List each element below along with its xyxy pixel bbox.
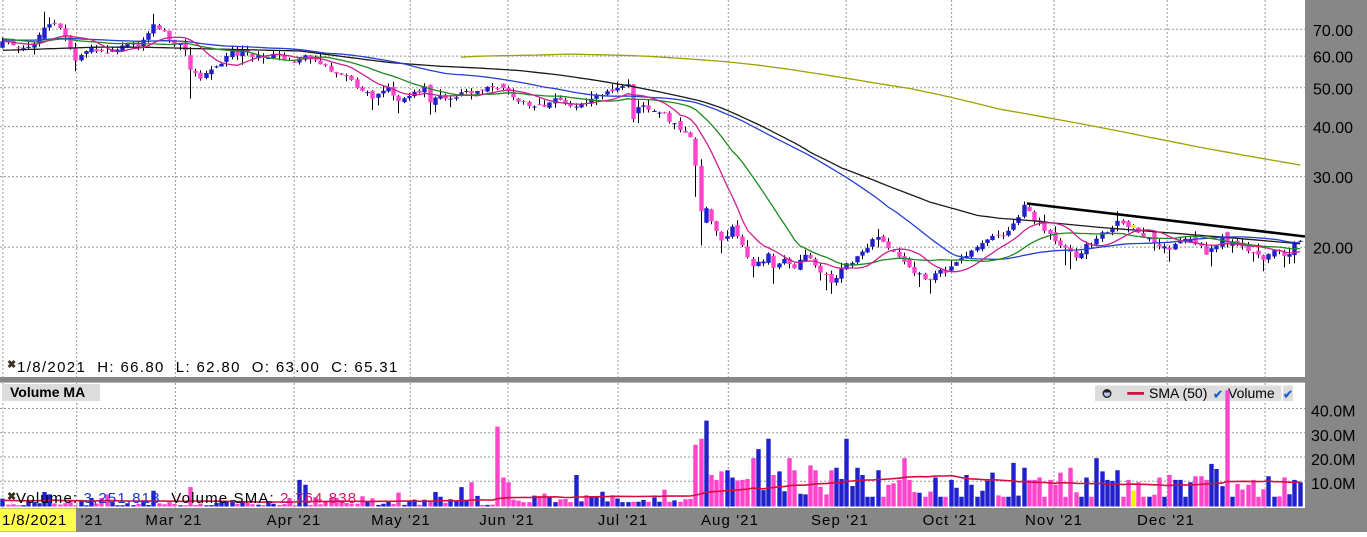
svg-text:Apr '21: Apr '21 [267, 512, 322, 529]
svg-text:20.0M: 20.0M [1311, 452, 1355, 469]
svg-text:60.00: 60.00 [1313, 50, 1353, 67]
svg-text:May '21: May '21 [371, 512, 431, 529]
svg-text:1/8/2021: 1/8/2021 [2, 512, 67, 529]
svg-text:Sep '21: Sep '21 [811, 512, 869, 529]
svg-text:30.00: 30.00 [1313, 170, 1353, 187]
svg-text:Volume MA: Volume MA [10, 384, 85, 400]
svg-text:30.0M: 30.0M [1311, 428, 1355, 445]
svg-text:Oct '21: Oct '21 [923, 512, 978, 529]
svg-text:Volume: Volume [1228, 385, 1275, 401]
svg-text:✖: ✖ [7, 359, 16, 371]
svg-text:40.0M: 40.0M [1311, 404, 1355, 421]
svg-text:✔: ✔ [1283, 388, 1293, 402]
svg-text:Jun '21: Jun '21 [479, 512, 535, 529]
svg-text:10.0M: 10.0M [1311, 476, 1355, 493]
svg-text:Mar '21: Mar '21 [145, 512, 202, 529]
svg-text:70.00: 70.00 [1313, 23, 1353, 40]
svg-text:SMA (50): SMA (50) [1149, 385, 1207, 401]
svg-text:40.00: 40.00 [1313, 120, 1353, 137]
svg-text:50.00: 50.00 [1313, 81, 1353, 98]
svg-text:✖: ✖ [7, 491, 16, 503]
svg-text:'21: '21 [81, 512, 104, 529]
svg-text:Volume: 3,251,813 Volume SMA:: Volume: 3,251,813 Volume SMA: 2,764,838 [16, 490, 357, 507]
svg-text:Dec '21: Dec '21 [1137, 512, 1195, 529]
svg-text:Nov '21: Nov '21 [1025, 512, 1083, 529]
svg-text:Aug '21: Aug '21 [701, 512, 759, 529]
svg-text:✔: ✔ [1213, 388, 1223, 402]
svg-text:20.00: 20.00 [1313, 241, 1353, 258]
svg-text:Jul '21: Jul '21 [598, 512, 649, 529]
svg-text:1/8/2021 H: 66.80 L: 62.80: 1/8/2021 H: 66.80 L: 62.80 O: 63.00 C: 6… [17, 359, 399, 376]
